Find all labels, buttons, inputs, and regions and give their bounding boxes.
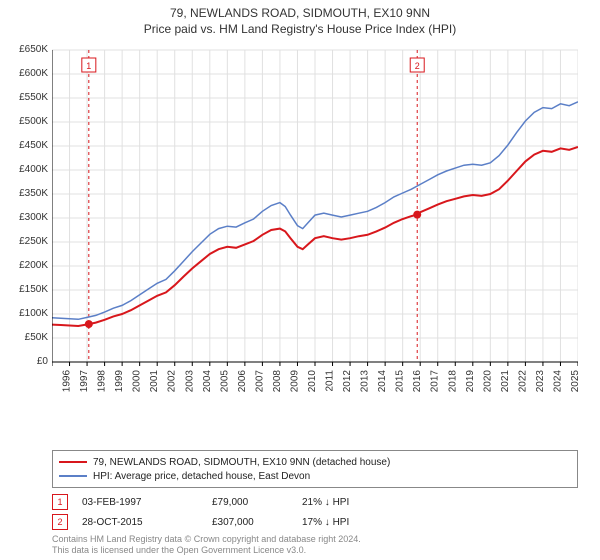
y-tick-label: £600K xyxy=(0,68,48,79)
y-tick-label: £500K xyxy=(0,116,48,127)
sale-hpi-diff: 21% ↓ HPI xyxy=(302,497,412,508)
y-tick-label: £650K xyxy=(0,44,48,55)
svg-text:2007: 2007 xyxy=(254,370,265,393)
chart-title: 79, NEWLANDS ROAD, SIDMOUTH, EX10 9NN xyxy=(0,0,600,20)
svg-text:2010: 2010 xyxy=(307,370,318,393)
svg-text:2014: 2014 xyxy=(377,370,388,393)
y-tick-label: £50K xyxy=(0,332,48,343)
svg-text:2021: 2021 xyxy=(500,370,511,393)
svg-text:1997: 1997 xyxy=(79,370,90,393)
footer-line: Contains HM Land Registry data © Crown c… xyxy=(52,534,578,545)
svg-text:2002: 2002 xyxy=(167,370,178,393)
svg-text:2023: 2023 xyxy=(535,370,546,393)
y-tick-label: £200K xyxy=(0,260,48,271)
footer-line: This data is licensed under the Open Gov… xyxy=(52,545,578,556)
svg-text:2019: 2019 xyxy=(465,370,476,393)
svg-text:2008: 2008 xyxy=(272,370,283,393)
svg-text:1996: 1996 xyxy=(62,370,73,393)
y-tick-label: £0 xyxy=(0,356,48,367)
sale-price: £79,000 xyxy=(212,497,302,508)
svg-text:2013: 2013 xyxy=(360,370,371,393)
sale-date: 03-FEB-1997 xyxy=(82,497,212,508)
sale-hpi-diff: 17% ↓ HPI xyxy=(302,517,412,528)
svg-text:1: 1 xyxy=(86,61,91,71)
footer-attribution: Contains HM Land Registry data © Crown c… xyxy=(52,534,578,556)
svg-text:2025: 2025 xyxy=(570,370,578,393)
sale-marker-number: 1 xyxy=(57,497,62,507)
svg-text:2004: 2004 xyxy=(202,370,213,393)
y-tick-label: £150K xyxy=(0,284,48,295)
svg-text:2024: 2024 xyxy=(552,370,563,393)
svg-text:2005: 2005 xyxy=(219,370,230,393)
y-tick-label: £450K xyxy=(0,140,48,151)
legend-label: HPI: Average price, detached house, East… xyxy=(93,471,310,482)
svg-text:2017: 2017 xyxy=(430,370,441,393)
sale-row-2: 2 28-OCT-2015 £307,000 17% ↓ HPI xyxy=(52,514,578,530)
svg-text:2009: 2009 xyxy=(289,370,300,393)
legend-swatch xyxy=(59,475,87,477)
svg-text:1998: 1998 xyxy=(97,370,108,393)
svg-text:2016: 2016 xyxy=(412,370,423,393)
chart-subtitle: Price paid vs. HM Land Registry's House … xyxy=(0,20,600,36)
svg-text:2: 2 xyxy=(415,61,420,71)
y-tick-label: £250K xyxy=(0,236,48,247)
svg-text:2022: 2022 xyxy=(517,370,528,393)
svg-text:2003: 2003 xyxy=(184,370,195,393)
svg-text:2015: 2015 xyxy=(395,370,406,393)
svg-text:2006: 2006 xyxy=(237,370,248,393)
y-tick-label: £100K xyxy=(0,308,48,319)
legend-item-property: 79, NEWLANDS ROAD, SIDMOUTH, EX10 9NN (d… xyxy=(59,455,571,469)
sale-date: 28-OCT-2015 xyxy=(82,517,212,528)
y-tick-label: £400K xyxy=(0,164,48,175)
svg-text:2020: 2020 xyxy=(482,370,493,393)
svg-text:2012: 2012 xyxy=(342,370,353,393)
y-tick-label: £300K xyxy=(0,212,48,223)
legend-label: 79, NEWLANDS ROAD, SIDMOUTH, EX10 9NN (d… xyxy=(93,457,390,468)
svg-text:1995: 1995 xyxy=(52,370,55,393)
sale-marker-number: 2 xyxy=(57,517,62,527)
y-tick-label: £550K xyxy=(0,92,48,103)
svg-text:2000: 2000 xyxy=(132,370,143,393)
svg-text:2018: 2018 xyxy=(447,370,458,393)
y-tick-label: £350K xyxy=(0,188,48,199)
chart-container: 79, NEWLANDS ROAD, SIDMOUTH, EX10 9NN Pr… xyxy=(0,0,600,560)
legend-item-hpi: HPI: Average price, detached house, East… xyxy=(59,469,571,483)
svg-text:2001: 2001 xyxy=(149,370,160,393)
sale-marker-icon: 1 xyxy=(52,494,68,510)
legend-swatch xyxy=(59,461,87,463)
sale-row-1: 1 03-FEB-1997 £79,000 21% ↓ HPI xyxy=(52,494,578,510)
line-chart: 1 2 1995 1996 1997 1998 1999 2000 2001 2002 2003 20… xyxy=(52,46,578,406)
sale-price: £307,000 xyxy=(212,517,302,528)
svg-text:2011: 2011 xyxy=(325,370,336,392)
sale-marker-icon: 2 xyxy=(52,514,68,530)
svg-text:1999: 1999 xyxy=(114,370,125,393)
legend: 79, NEWLANDS ROAD, SIDMOUTH, EX10 9NN (d… xyxy=(52,450,578,488)
